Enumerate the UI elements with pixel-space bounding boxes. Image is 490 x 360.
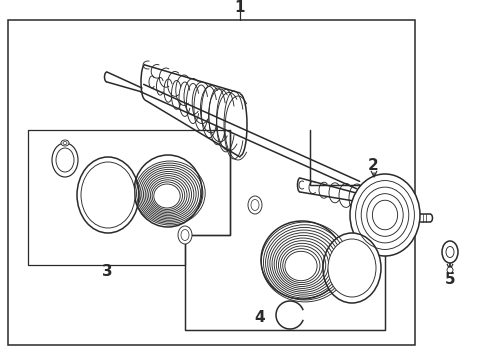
Text: 3: 3: [102, 265, 112, 279]
Text: 2: 2: [368, 158, 378, 172]
Ellipse shape: [248, 196, 262, 214]
Ellipse shape: [52, 143, 78, 177]
Ellipse shape: [350, 174, 420, 256]
Ellipse shape: [442, 241, 458, 263]
Bar: [8, 20, 415, 345]
Ellipse shape: [81, 162, 135, 228]
Ellipse shape: [77, 157, 139, 233]
Text: 5: 5: [445, 273, 455, 288]
Text: 1: 1: [235, 0, 245, 15]
Ellipse shape: [446, 247, 454, 257]
Ellipse shape: [251, 199, 259, 211]
Ellipse shape: [323, 233, 381, 303]
Ellipse shape: [56, 148, 74, 172]
Ellipse shape: [61, 140, 69, 146]
Ellipse shape: [63, 141, 67, 144]
Ellipse shape: [328, 239, 376, 297]
Ellipse shape: [178, 226, 192, 244]
Ellipse shape: [181, 230, 189, 240]
Text: 4: 4: [255, 310, 265, 325]
Ellipse shape: [447, 267, 453, 273]
